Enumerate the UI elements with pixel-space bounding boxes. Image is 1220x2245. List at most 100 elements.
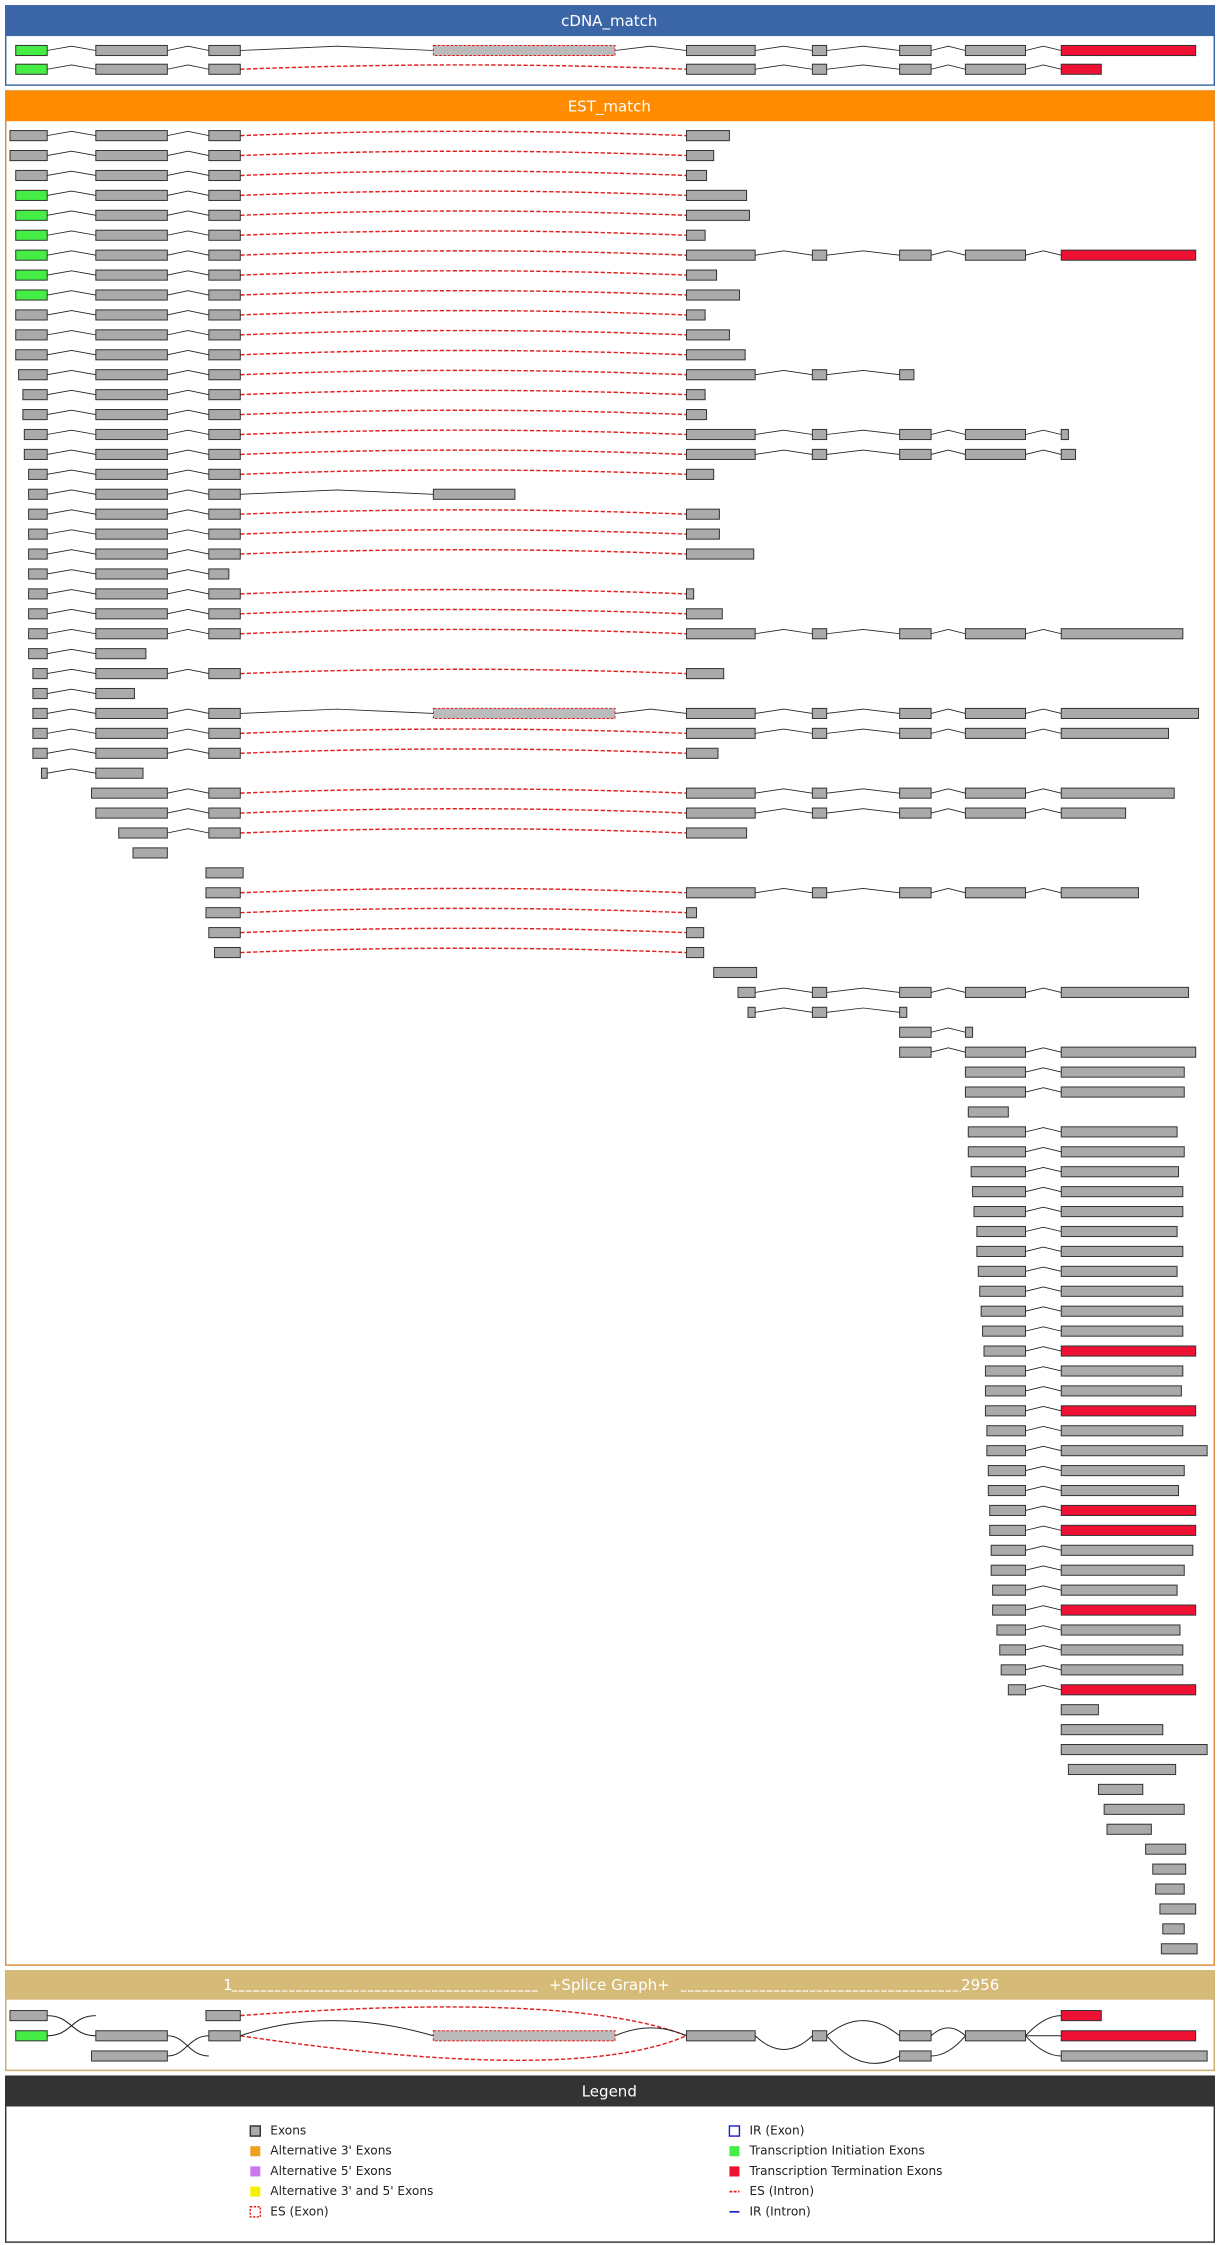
exon bbox=[1060, 1664, 1184, 1676]
exon bbox=[1152, 1863, 1187, 1875]
intron bbox=[755, 449, 813, 455]
exon bbox=[95, 269, 168, 281]
exon bbox=[1060, 1484, 1180, 1497]
intron bbox=[47, 45, 96, 51]
intron bbox=[167, 489, 209, 495]
exon bbox=[132, 847, 168, 859]
intron bbox=[47, 369, 96, 376]
exon bbox=[95, 229, 168, 241]
exon bbox=[899, 628, 932, 640]
exon bbox=[980, 1305, 1026, 1317]
exon bbox=[1060, 2010, 1102, 2022]
intron bbox=[167, 788, 209, 794]
exon bbox=[967, 1146, 1026, 1158]
es-intron bbox=[240, 309, 687, 316]
exon bbox=[95, 329, 168, 341]
exon bbox=[979, 1285, 1026, 1297]
es-intron bbox=[240, 608, 687, 615]
exon bbox=[1060, 1146, 1185, 1158]
exon bbox=[964, 628, 1026, 640]
exon bbox=[992, 1584, 1026, 1596]
exon bbox=[1159, 1903, 1197, 1915]
intron bbox=[826, 250, 900, 256]
exon bbox=[95, 409, 168, 421]
splice-start: 1 bbox=[223, 1976, 233, 1994]
exon bbox=[686, 628, 756, 640]
exon bbox=[28, 528, 48, 540]
exon bbox=[1060, 1365, 1184, 1377]
intron bbox=[1025, 888, 1062, 894]
exon bbox=[208, 608, 241, 620]
exon bbox=[899, 63, 932, 75]
exon bbox=[208, 2030, 241, 2042]
intron bbox=[167, 389, 209, 396]
intron bbox=[167, 529, 209, 535]
intron bbox=[167, 708, 209, 714]
exon bbox=[205, 907, 241, 919]
exon bbox=[686, 130, 730, 142]
exon bbox=[208, 349, 241, 361]
exon bbox=[28, 508, 48, 520]
legend-label: IR (Exon) bbox=[749, 2123, 804, 2137]
exon bbox=[9, 2010, 48, 2022]
exon bbox=[1162, 1923, 1185, 1935]
edge bbox=[754, 2035, 813, 2050]
intron bbox=[167, 469, 209, 475]
exon bbox=[95, 169, 168, 182]
intron bbox=[755, 788, 813, 794]
intron bbox=[1025, 64, 1062, 70]
exon bbox=[1060, 727, 1170, 739]
es-intron bbox=[240, 389, 687, 396]
legend-label: Alternative 3' Exons bbox=[270, 2144, 391, 2158]
es-intron bbox=[240, 449, 687, 456]
intron bbox=[167, 509, 209, 515]
intron bbox=[47, 549, 96, 555]
intron bbox=[826, 788, 900, 794]
legend-title: Legend bbox=[582, 2083, 637, 2101]
exon bbox=[686, 747, 719, 759]
intron bbox=[1025, 1445, 1062, 1452]
legend-icon bbox=[250, 2146, 261, 2157]
intron bbox=[1025, 1645, 1062, 1651]
intron bbox=[1025, 628, 1062, 635]
exon bbox=[95, 289, 168, 301]
intron bbox=[826, 888, 900, 894]
intron bbox=[930, 808, 966, 814]
exon bbox=[28, 608, 48, 620]
exon bbox=[208, 588, 241, 600]
exon bbox=[208, 747, 241, 759]
exon bbox=[686, 887, 756, 899]
exon bbox=[686, 508, 720, 520]
intron bbox=[47, 350, 96, 356]
intron bbox=[47, 728, 96, 734]
intron bbox=[1025, 429, 1062, 435]
intron bbox=[47, 330, 96, 336]
exon bbox=[208, 309, 241, 321]
intron bbox=[1025, 1525, 1062, 1531]
exon bbox=[1060, 1385, 1182, 1397]
intron bbox=[1025, 1485, 1062, 1491]
exon bbox=[205, 2010, 241, 2022]
exon bbox=[686, 588, 695, 600]
intron bbox=[47, 609, 96, 615]
intron bbox=[47, 270, 96, 276]
intron bbox=[240, 489, 434, 495]
edge bbox=[826, 2020, 900, 2037]
exon bbox=[811, 628, 828, 640]
exon bbox=[970, 1166, 1026, 1178]
es-intron bbox=[240, 130, 687, 137]
exon bbox=[208, 229, 241, 241]
edge bbox=[930, 2027, 966, 2037]
exon bbox=[686, 608, 723, 620]
intron bbox=[930, 64, 966, 70]
exon bbox=[208, 249, 241, 261]
exon bbox=[1060, 707, 1200, 720]
exon bbox=[811, 986, 828, 998]
exon bbox=[686, 907, 698, 919]
exon bbox=[713, 966, 758, 979]
exon bbox=[208, 528, 241, 540]
exon bbox=[91, 787, 168, 799]
es-intron bbox=[240, 509, 687, 515]
exon bbox=[1060, 787, 1175, 799]
exon bbox=[1060, 807, 1127, 819]
